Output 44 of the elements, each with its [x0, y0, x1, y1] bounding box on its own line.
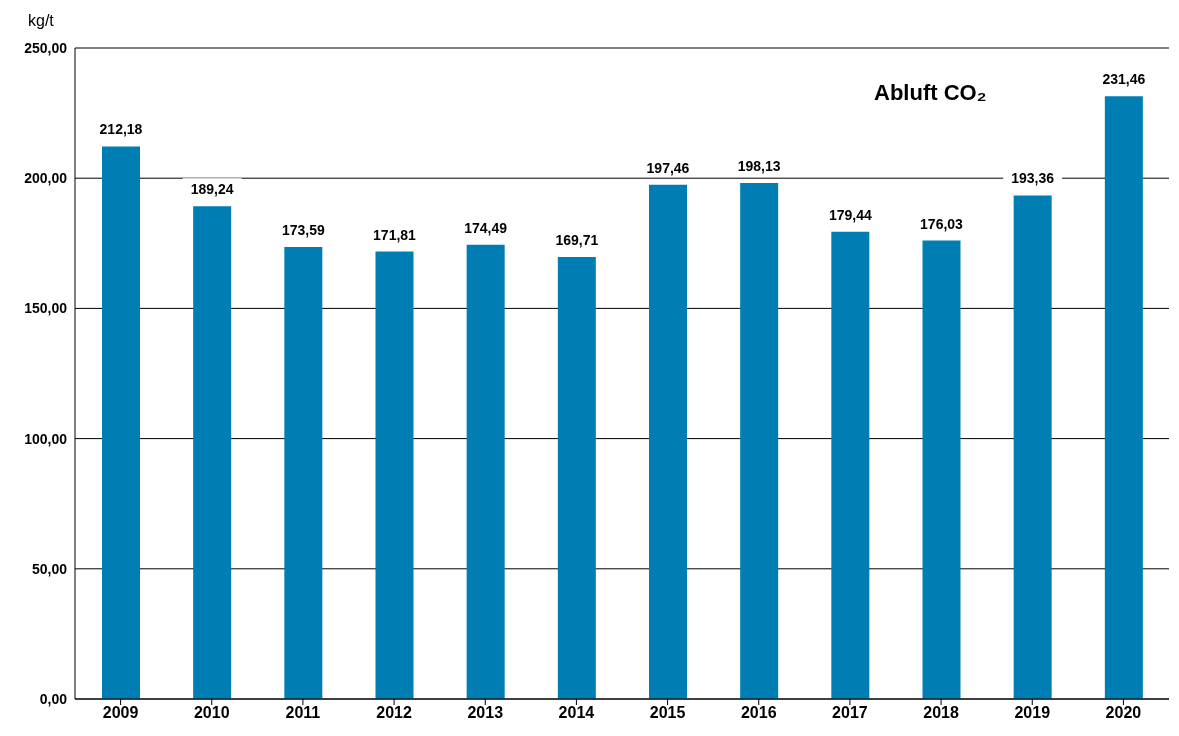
data-label: 173,59	[281, 221, 325, 238]
data-label: 212,18	[99, 121, 143, 138]
bar	[102, 146, 140, 699]
data-label: 189,24	[190, 181, 234, 198]
bar	[649, 184, 687, 699]
y-tick-label: 150,00	[24, 300, 68, 317]
y-tick-label: 0,00	[39, 690, 68, 707]
x-tick-label: 2010	[193, 704, 230, 722]
x-tick-label: 2020	[1105, 704, 1142, 722]
bar	[284, 246, 323, 699]
bar	[193, 206, 232, 699]
x-tick-label: 2011	[285, 704, 321, 722]
data-label: 176,03	[920, 215, 964, 232]
y-tick-label: 50,00	[31, 560, 68, 577]
x-tick-label: 2012	[376, 704, 412, 722]
y-tick-label: 100,00	[24, 430, 68, 447]
data-label: 231,46	[1102, 71, 1146, 88]
bar	[740, 183, 779, 699]
x-tick-label: 2014	[558, 704, 595, 722]
bar	[375, 251, 414, 699]
y-tick-label: 200,00	[24, 170, 68, 187]
data-label: 174,49	[464, 219, 508, 236]
bar	[922, 240, 961, 699]
text: Abluft CO₂	[874, 80, 987, 106]
bar	[1104, 96, 1143, 699]
x-tick-label: 2015	[649, 704, 686, 722]
x-tick-label: 2009	[102, 704, 139, 722]
data-label: 197,46	[646, 159, 690, 176]
x-tick-label: 2019	[1014, 704, 1051, 722]
bar	[1013, 195, 1052, 699]
x-tick-label: 2017	[832, 704, 868, 722]
bar	[831, 231, 870, 699]
data-label: 169,71	[555, 232, 599, 249]
x-tick-label: 2018	[923, 704, 959, 722]
x-tick-label: 2013	[467, 704, 504, 722]
y-axis-title: kg/t	[28, 12, 54, 30]
data-label: 171,81	[373, 226, 417, 243]
data-label: 198,13	[737, 158, 781, 175]
bar	[557, 257, 596, 699]
y-tick-label: 250,00	[24, 39, 68, 56]
bar	[466, 244, 505, 699]
x-tick-label: 2016	[740, 704, 777, 722]
data-label: 193,36	[1011, 170, 1055, 187]
data-label: 179,44	[828, 206, 872, 223]
